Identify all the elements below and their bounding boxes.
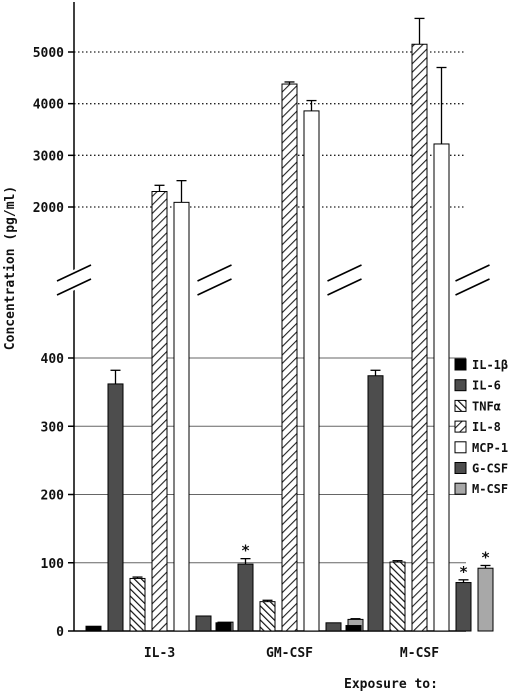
y-tick-label: 3000 (33, 149, 64, 164)
bar-g-csf (195, 615, 212, 632)
axis-break-mark-gap (57, 265, 91, 295)
legend-swatch (454, 462, 467, 474)
bar-break-mark (327, 264, 362, 282)
bar-il-1- (345, 625, 362, 632)
legend-swatch (454, 358, 467, 371)
bar-il-8 (281, 83, 298, 632)
bar-il-6 (107, 383, 124, 632)
legend-swatch (454, 420, 467, 433)
y-axis-title: Concentration (pg/ml) (3, 186, 18, 350)
bar-il-6 (237, 563, 254, 632)
legend-label: M-CSF (472, 482, 508, 496)
bar-tnf- (389, 561, 406, 632)
bar-mcp-1 (433, 143, 450, 632)
bar-mcp-1 (303, 110, 320, 632)
bar-il-8 (411, 43, 428, 632)
bar-break-mark (455, 278, 490, 296)
bar-break-mark (455, 264, 490, 282)
bar-il-1- (85, 625, 102, 632)
legend-label: TNFα (472, 399, 501, 413)
bar-break-mark (197, 264, 232, 282)
x-tick-label: M-CSF (400, 646, 439, 661)
y-tick-label: 5000 (33, 46, 64, 61)
axis-break-mark (56, 264, 92, 282)
bar-il-6 (367, 375, 384, 632)
significance-asterisk: * (242, 542, 250, 560)
bar-break-mark-gap (327, 265, 362, 295)
bars (85, 17, 494, 632)
legend-swatch (454, 441, 467, 454)
x-tick-label: GM-CSF (266, 646, 313, 661)
legend: IL-1β IL-6 TNFα IL-8 MCP-1 G-CSF M-CSF (454, 358, 508, 496)
y-tick-label: 4000 (33, 98, 64, 113)
gridlines (74, 51, 466, 564)
legend-label: G-CSF (472, 462, 508, 476)
significance-asterisk: * (482, 548, 490, 566)
y-tick-label: 200 (41, 489, 65, 504)
bar-break-mark (197, 278, 232, 296)
bar-il-1- (215, 622, 232, 632)
bar-tnf- (259, 601, 276, 632)
bar-m-csf (477, 567, 494, 632)
y-tick-label: 2000 (33, 201, 64, 216)
bar-il-8 (151, 191, 168, 632)
axis-break-marks (55, 262, 491, 298)
bar-g-csf (325, 622, 342, 632)
bar-break-mark-gap (455, 265, 490, 295)
bar-tnf- (129, 577, 146, 632)
bar-mcp-1 (173, 201, 190, 632)
bar-break-mark-gap (197, 265, 232, 295)
legend-label: IL-1β (472, 358, 508, 372)
bar-break-mark (327, 278, 362, 296)
y-tick-label: 300 (41, 420, 65, 435)
y-tick-label: 400 (41, 352, 65, 367)
legend-swatch (454, 399, 467, 412)
legend-swatch (454, 482, 467, 495)
labels: 0 100 200 300 400 2000 3000 4000 5000 * * * IL-3 GM-C… (3, 46, 490, 692)
x-axis-title: Exposure to: (344, 677, 438, 692)
bar-g-csf (455, 582, 472, 632)
x-tick-label: IL-3 (144, 646, 175, 661)
legend-label: MCP-1 (472, 441, 508, 455)
legend-label: IL-8 (472, 420, 501, 434)
legend-swatch (454, 379, 467, 392)
significance-asterisk: * (460, 563, 468, 581)
axis-break-mark (56, 278, 92, 296)
y-tick-label: 0 (56, 625, 64, 640)
y-tick-label: 100 (41, 557, 65, 572)
axes (68, 2, 466, 632)
legend-label: IL-6 (472, 379, 501, 393)
